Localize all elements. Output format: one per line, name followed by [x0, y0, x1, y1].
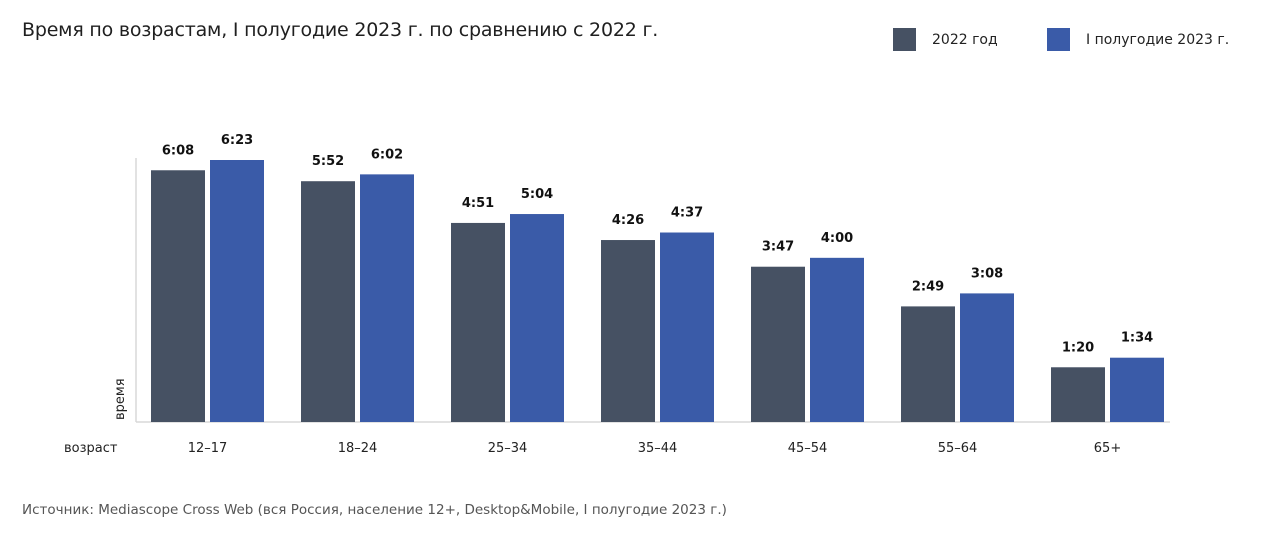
legend-item-2023: I полугодие 2023 г. [1047, 28, 1229, 51]
x-tick-label: 18–24 [338, 441, 378, 456]
bar-2023-5 [960, 293, 1014, 422]
data-label-2023-0: 6:23 [221, 133, 253, 148]
bar-2022-3 [601, 240, 655, 422]
bar-2023-4 [810, 257, 864, 422]
bar-2022-0 [151, 170, 205, 422]
data-label-2022-3: 4:26 [612, 213, 644, 228]
legend-item-2022: 2022 год [893, 28, 998, 51]
y-axis-label: время [113, 378, 128, 420]
source-note: Источник: Mediascope Cross Web (вся Росс… [22, 502, 727, 518]
data-label-2023-4: 4:00 [821, 231, 853, 246]
data-label-2023-2: 5:04 [521, 187, 553, 202]
bar-2022-5 [901, 306, 955, 422]
x-tick-label: 45–54 [788, 441, 828, 456]
bar-2023-0 [210, 160, 264, 422]
data-label-2023-1: 6:02 [371, 147, 403, 162]
data-label-2022-5: 2:49 [912, 279, 944, 294]
bar-2023-6 [1110, 357, 1164, 422]
bar-2022-6 [1051, 367, 1105, 422]
legend-swatch-2022 [893, 28, 916, 51]
bar-2022-4 [751, 266, 805, 422]
bar-2023-3 [660, 232, 714, 422]
x-tick-label: 25–34 [488, 441, 528, 456]
data-label-2022-6: 1:20 [1062, 340, 1094, 355]
legend-label-2022: 2022 год [932, 31, 998, 48]
data-label-2023-5: 3:08 [971, 266, 1003, 281]
bar-2023-1 [360, 174, 414, 422]
x-tick-label: 55–64 [938, 441, 978, 456]
bar-2022-1 [301, 181, 355, 422]
legend-label-2023: I полугодие 2023 г. [1086, 31, 1230, 48]
x-axis-label: возраст [64, 441, 118, 456]
data-label-2023-6: 1:34 [1121, 331, 1153, 346]
data-label-2022-0: 6:08 [162, 143, 194, 158]
data-label-2022-1: 5:52 [312, 154, 344, 169]
data-label-2022-2: 4:51 [462, 196, 494, 211]
x-tick-label: 65+ [1094, 441, 1121, 456]
legend-swatch-2023 [1047, 28, 1070, 51]
x-tick-label: 12–17 [188, 441, 228, 456]
data-label-2022-4: 3:47 [762, 240, 794, 255]
x-tick-label: 35–44 [638, 441, 678, 456]
bar-2022-2 [451, 222, 505, 422]
data-label-2023-3: 4:37 [671, 206, 703, 221]
chart-title: Время по возрастам, I полугодие 2023 г. … [22, 19, 659, 41]
bar-2023-2 [510, 214, 564, 422]
